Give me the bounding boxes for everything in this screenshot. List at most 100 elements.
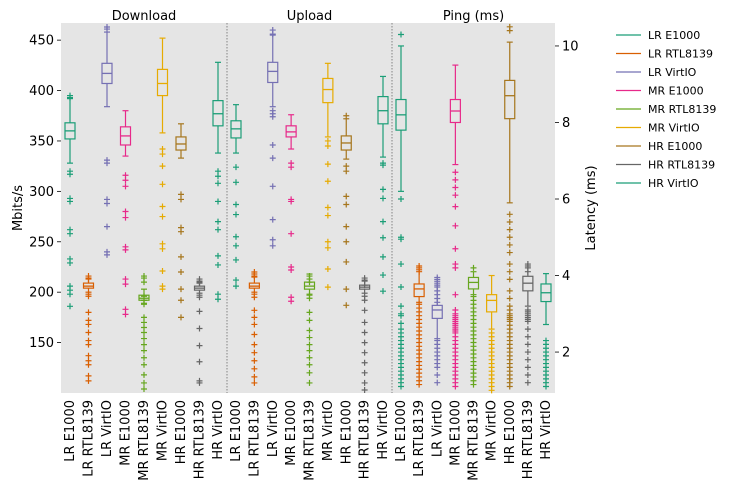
flier — [122, 311, 129, 318]
flier — [452, 184, 459, 191]
flier — [488, 387, 495, 394]
flier — [506, 249, 513, 256]
x-tick-label: MR E1000 — [448, 400, 463, 466]
x-tick-label: MR VirtIO — [485, 400, 500, 461]
legend: LR E1000 LR RTL8139 LR VirtIO MR E1000 MR RT… — [616, 29, 716, 190]
x-tick-label: MR VirtIO — [156, 400, 171, 461]
flier — [452, 169, 459, 176]
flier — [122, 183, 129, 190]
flier — [524, 262, 531, 269]
box-mr-rtl8139 — [467, 264, 480, 388]
flier — [524, 318, 531, 325]
flier — [398, 303, 404, 310]
flier — [178, 297, 184, 304]
flier — [380, 218, 386, 225]
flier — [104, 26, 110, 33]
y-right-tick-label: 2 — [562, 346, 570, 361]
box-hr-e1000 — [175, 123, 187, 321]
flier — [159, 240, 166, 247]
flier — [251, 379, 258, 386]
flier — [233, 233, 239, 240]
box-mr-e1000 — [119, 110, 132, 318]
flier — [196, 342, 203, 349]
box-iqr — [322, 77, 334, 104]
flier — [506, 268, 513, 275]
y-left-tick-label: 300 — [29, 185, 54, 200]
flier — [306, 347, 313, 354]
flier — [141, 335, 147, 342]
flier — [543, 383, 549, 390]
flier — [178, 314, 184, 321]
flier — [470, 381, 477, 388]
flier — [343, 286, 350, 293]
flier — [159, 151, 166, 158]
flier — [67, 303, 73, 310]
flier — [141, 371, 147, 378]
flier — [196, 358, 203, 365]
flier — [343, 193, 350, 200]
box-mr-rtl8139 — [138, 273, 150, 392]
flier — [196, 325, 203, 332]
flier — [506, 218, 513, 225]
box-iqr — [504, 79, 516, 120]
flier — [104, 200, 110, 207]
flier — [288, 230, 295, 237]
flier — [343, 112, 350, 119]
x-tick-label: HR RTL8139 — [521, 400, 536, 479]
box-lr-virtio — [431, 274, 443, 386]
flier — [196, 379, 203, 386]
y-right-tick-label: 10 — [562, 39, 579, 54]
x-tick-label: HR VirtIO — [376, 400, 391, 460]
flier — [85, 293, 92, 300]
flier — [85, 377, 92, 384]
x-tick-label: MR RTL8139 — [137, 400, 152, 481]
flier — [67, 230, 73, 237]
flier — [306, 354, 313, 361]
flier — [506, 27, 513, 34]
flier — [380, 288, 386, 295]
box-mr-e1000 — [285, 114, 297, 305]
legend-label: LR VirtIO — [648, 66, 697, 79]
flier — [524, 364, 531, 371]
flier — [215, 226, 221, 233]
flier — [452, 291, 459, 298]
flier — [506, 226, 513, 233]
flier — [306, 279, 313, 286]
flier — [159, 203, 166, 210]
flier — [452, 245, 459, 252]
box-lr-rtl8139 — [82, 273, 95, 384]
box-hr-virtio — [377, 75, 389, 295]
flier — [380, 272, 386, 279]
y-left-tick-label: 150 — [29, 336, 54, 351]
flier — [233, 256, 239, 263]
x-tick-label: MR RTL8139 — [467, 400, 482, 481]
x-tick-label: MR E1000 — [119, 400, 134, 466]
flier — [215, 252, 221, 259]
flier — [251, 373, 258, 380]
flier — [85, 341, 92, 348]
flier — [361, 277, 368, 284]
legend-label: HR E1000 — [648, 140, 702, 153]
box-iqr — [413, 283, 425, 298]
flier — [122, 208, 129, 215]
flier — [361, 319, 368, 326]
x-tick-label: LR E1000 — [63, 400, 78, 462]
flier — [380, 186, 386, 193]
box-lr-virtio — [101, 24, 113, 258]
x-tick-label: LR VirtIO — [100, 400, 115, 457]
x-tick-label: LR RTL8139 — [82, 400, 97, 477]
flier — [67, 259, 73, 266]
legend-label: HR RTL8139 — [648, 159, 715, 172]
flier — [122, 306, 129, 313]
box-hr-rtl8139 — [359, 275, 371, 393]
flier — [251, 365, 258, 372]
y-left-tick-label: 450 — [29, 34, 54, 49]
flier — [324, 238, 331, 245]
y-right-axis-label: Latency (ms) — [584, 165, 599, 250]
flier — [215, 261, 221, 268]
flier — [269, 113, 276, 120]
flier — [122, 172, 129, 179]
flier — [269, 236, 276, 243]
flier — [343, 223, 350, 230]
box-mr-virtio — [322, 62, 334, 291]
